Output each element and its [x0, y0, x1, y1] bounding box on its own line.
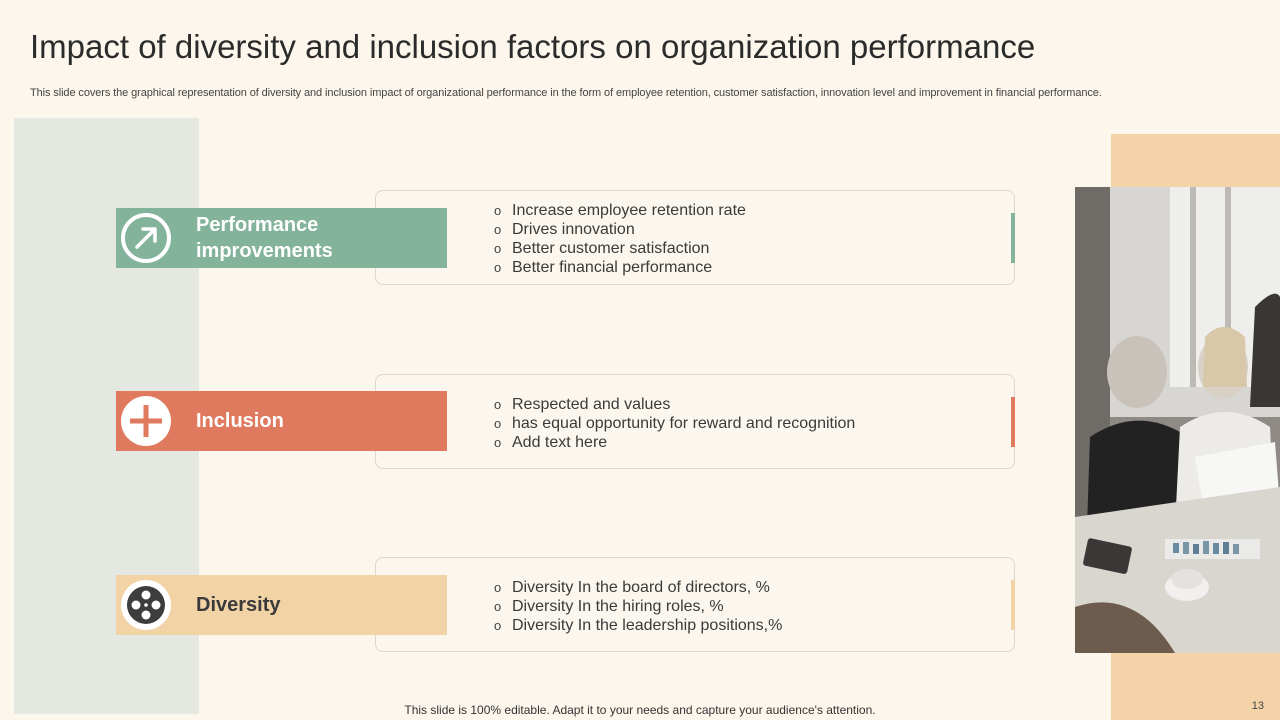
slide-subtitle: This slide covers the graphical represen… — [30, 87, 1102, 99]
list-item: o Drives innovation — [494, 221, 635, 238]
list-item: o Diversity In the leadership positions,% — [494, 617, 783, 634]
diversity-list: o Diversity In the board of directors, % … — [494, 578, 782, 635]
list-item: o Increase employee retention rate — [494, 202, 746, 219]
list-item: o has equal opportunity for reward and re… — [494, 415, 856, 432]
inclusion-label-text: Inclusion — [196, 410, 284, 432]
page-number: 13 — [1251, 700, 1264, 712]
performance-label-bar: Performance improvements — [116, 208, 447, 268]
arrow-up-right-icon — [121, 213, 171, 263]
diversity-label-text: Diversity — [196, 594, 281, 616]
footer-note: This slide is 100% editable. Adapt it to… — [404, 703, 876, 717]
inclusion-card-accent — [1011, 397, 1015, 447]
list-item: o Better customer satisfaction — [494, 240, 710, 257]
diversity-card-accent — [1011, 580, 1015, 630]
diversity-label-bar: Diversity — [116, 575, 447, 635]
performance-card-accent — [1011, 213, 1015, 263]
film-reel-icon — [121, 580, 171, 630]
inclusion-label-bar: Inclusion — [116, 391, 447, 451]
performance-list: o Increase employee retention rate o Drive… — [494, 201, 746, 277]
list-item: o Diversity In the board of directors, % — [494, 579, 770, 596]
slide-title: Impact of diversity and inclusion factor… — [30, 28, 1036, 65]
list-item: o Better financial performance — [494, 259, 713, 276]
plus-icon — [121, 396, 171, 446]
inclusion-card: o Respected and values o has equal opportu… — [375, 374, 1015, 469]
diversity-card: o Diversity In the board of directors, % … — [375, 557, 1015, 652]
inclusion-list: o Respected and values o has equal opportu… — [494, 395, 855, 452]
list-item: o Add text here — [494, 434, 608, 451]
business-meeting-photo — [1075, 187, 1280, 653]
performance-card: o Increase employee retention rate o Drive… — [375, 190, 1015, 285]
list-item: o Respected and values — [494, 396, 671, 413]
performance-label-text: Performance improvements — [196, 214, 333, 262]
list-item: o Diversity In the hiring roles, % — [494, 598, 724, 615]
